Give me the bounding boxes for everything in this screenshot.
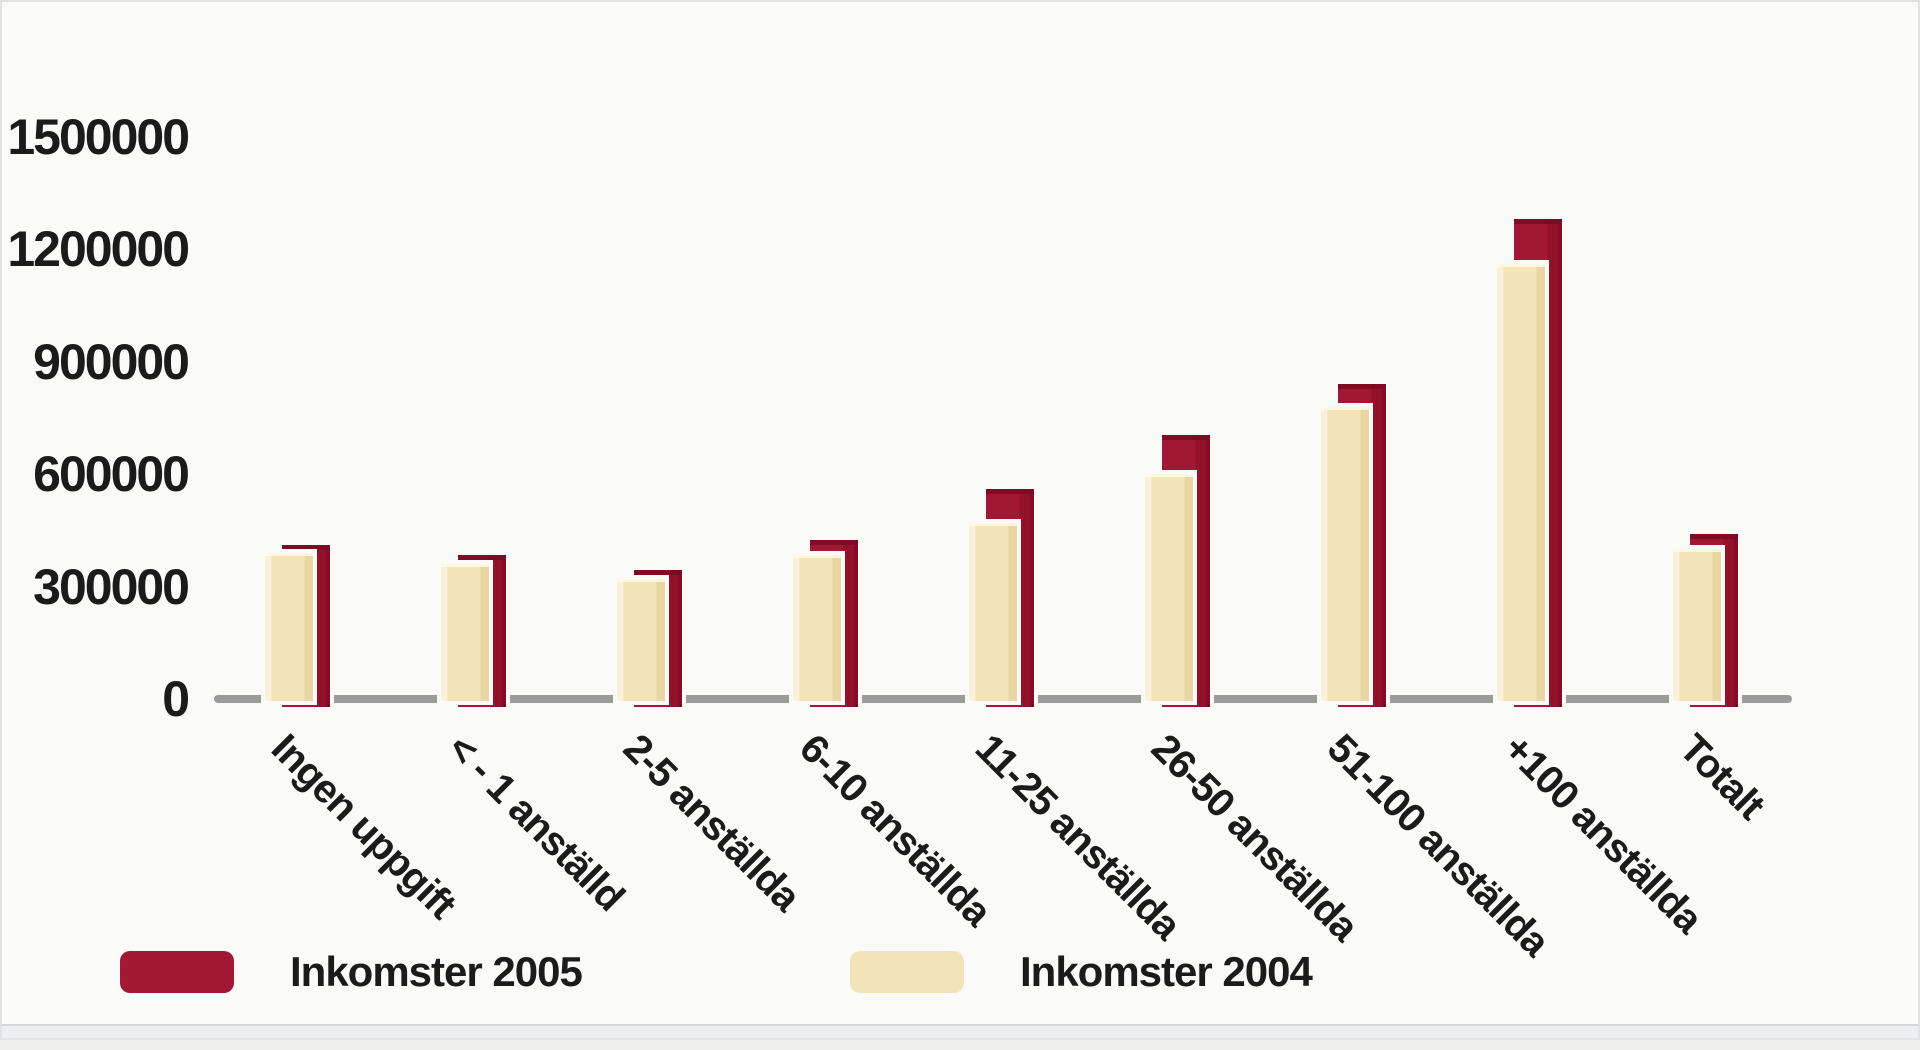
bar-2004-6 bbox=[1145, 474, 1193, 701]
window-bottom-strip bbox=[2, 1024, 1918, 1038]
y-axis-tick-label: 300000 bbox=[33, 558, 190, 615]
bar-2004-7 bbox=[1321, 406, 1369, 701]
legend-item-2004: Inkomster 2004 bbox=[850, 948, 1313, 995]
legend-label-2005: Inkomster 2005 bbox=[290, 948, 583, 995]
legend-label-2004: Inkomster 2004 bbox=[1020, 948, 1313, 995]
x-axis-category-label: Totalt bbox=[1670, 726, 1773, 828]
legend-swatch-2004 bbox=[850, 951, 964, 993]
bar-2004-3 bbox=[617, 579, 665, 701]
bar-2004-5 bbox=[969, 522, 1017, 701]
bar-2004-9 bbox=[1673, 549, 1721, 701]
y-axis-tick-label: 600000 bbox=[33, 446, 190, 503]
bar-2004-2 bbox=[441, 564, 489, 701]
legend-swatch-2005 bbox=[120, 951, 234, 993]
legend-item-2005: Inkomster 2005 bbox=[120, 948, 583, 995]
y-axis-tick-label: 900000 bbox=[33, 333, 190, 390]
bar-2004-1 bbox=[265, 552, 313, 701]
y-axis-tick-label: 1200000 bbox=[7, 221, 190, 278]
x-axis-category-label: < - 1 anställd bbox=[438, 726, 633, 920]
bar-2004-8 bbox=[1497, 264, 1545, 701]
x-axis-category-label: 2-5 anställda bbox=[614, 726, 809, 920]
bar-2004-4 bbox=[793, 554, 841, 701]
y-axis-tick-label: 1500000 bbox=[7, 109, 190, 165]
x-axis-category-label: Ingen uppgift bbox=[262, 726, 464, 928]
y-axis-tick-label: 0 bbox=[162, 671, 190, 727]
